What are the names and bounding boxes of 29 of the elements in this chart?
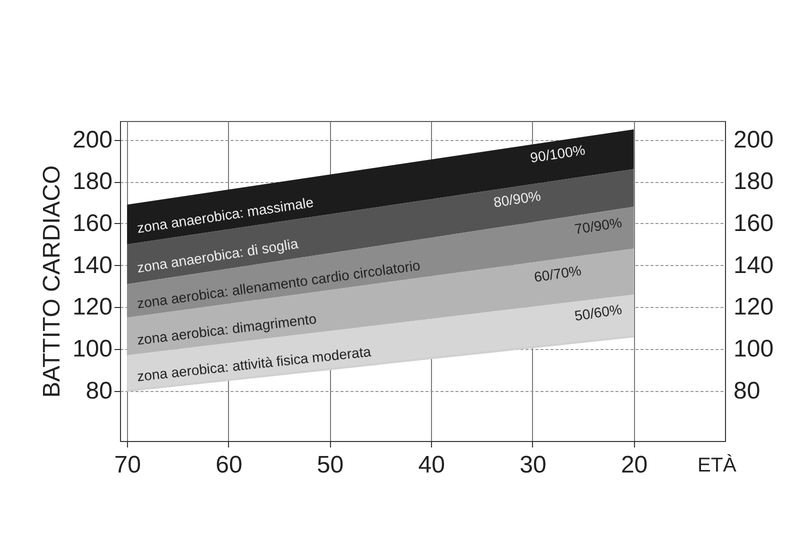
x-tick-label: 40 bbox=[418, 452, 445, 478]
y2-tick-label: 160 bbox=[734, 210, 774, 237]
series-label: zona anaerobica: di soglia bbox=[136, 235, 300, 276]
y-tick-label: 180 bbox=[72, 168, 112, 196]
x-tick-label: 30 bbox=[520, 452, 546, 478]
y2-tick-label: 180 bbox=[734, 168, 774, 196]
annotation: 70/90% bbox=[574, 214, 623, 238]
annotation: 60/70% bbox=[532, 262, 582, 286]
annotation: 90/100% bbox=[529, 142, 586, 166]
y2-tick-label: 200 bbox=[734, 126, 774, 154]
y-tick-label: 140 bbox=[72, 252, 112, 279]
annotation: 50/60% bbox=[574, 300, 623, 324]
y-tick-label: 160 bbox=[72, 210, 112, 237]
y-tick-label: 120 bbox=[72, 294, 112, 321]
y2-tick-label: 80 bbox=[734, 377, 760, 404]
x-tick-label: 50 bbox=[316, 452, 344, 478]
x-tick-label: 20 bbox=[620, 452, 648, 478]
x-tick-label: 70 bbox=[114, 452, 141, 478]
series-label: zona anaerobica: massimale bbox=[136, 194, 315, 236]
y2-tick-label: 100 bbox=[734, 335, 774, 362]
y2-tick-label: 120 bbox=[734, 294, 774, 321]
y-tick-label: 80 bbox=[86, 377, 112, 404]
y-tick-label: 200 bbox=[72, 126, 112, 154]
y-axis-title: BATTITO CARDIACO bbox=[38, 165, 66, 398]
annotation: 80/90% bbox=[492, 187, 542, 210]
y-tick-label: 100 bbox=[72, 335, 112, 362]
x-tick-label: 60 bbox=[216, 452, 242, 478]
y2-tick-label: 140 bbox=[734, 252, 774, 279]
x-axis-title: ETÀ bbox=[698, 454, 738, 476]
